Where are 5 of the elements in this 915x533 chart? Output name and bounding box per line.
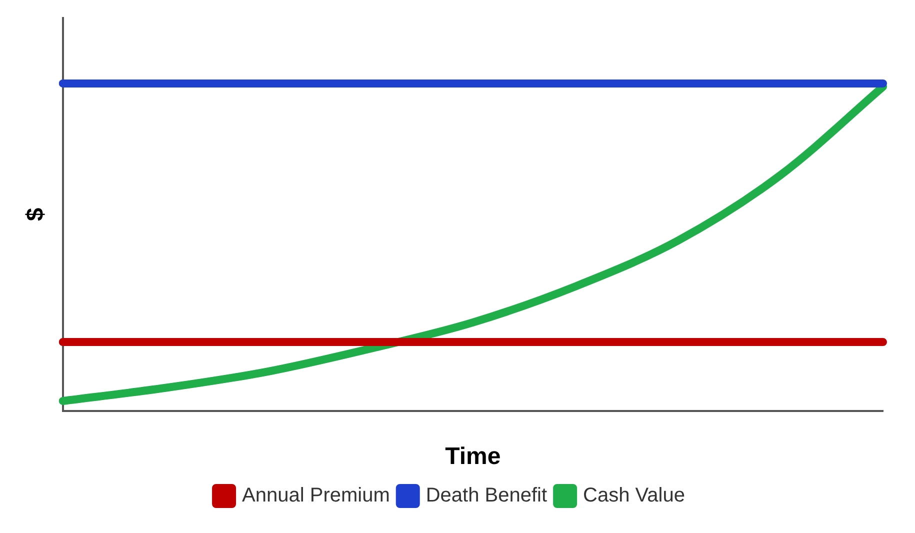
legend-label: Annual Premium: [242, 484, 390, 507]
y-axis-title: $: [22, 207, 50, 222]
legend-label: Cash Value: [583, 484, 685, 507]
legend-label: Death Benefit: [426, 484, 548, 507]
x-axis-title: Time: [445, 443, 501, 470]
